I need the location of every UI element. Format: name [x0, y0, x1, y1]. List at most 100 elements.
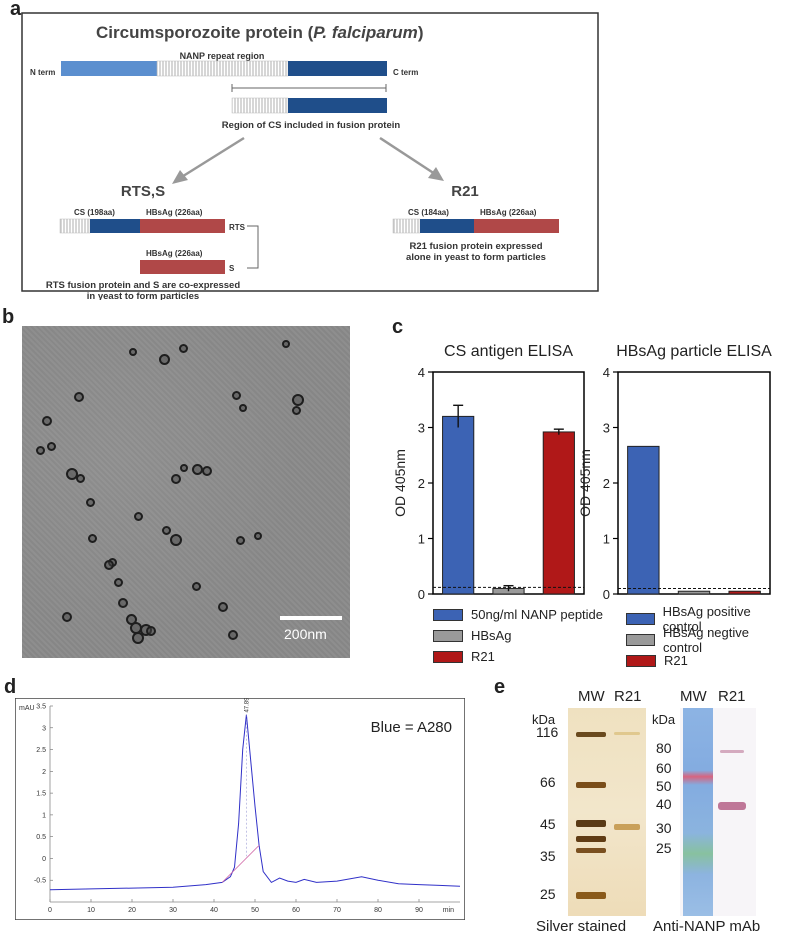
em-particle [292, 394, 304, 406]
em-particle [132, 632, 144, 644]
x-tick-label: 0 [48, 907, 52, 914]
em-particle [88, 534, 97, 543]
silver-gel [568, 708, 646, 916]
silver-r21-band [614, 732, 640, 735]
n-term-label: N term [30, 68, 55, 77]
y-tick-label: 4 [418, 365, 425, 380]
western-marker-25: 25 [656, 840, 672, 856]
r21-caption-1: R21 fusion protein expressed [409, 241, 542, 252]
x-tick-label: 40 [210, 907, 218, 914]
repeat-region-label: NANP repeat region [180, 51, 265, 61]
panel-label-d: d [4, 676, 17, 698]
silver-band [576, 836, 606, 842]
panel-a-frame [21, 12, 599, 292]
legend-item: R21 [433, 646, 603, 667]
peak-label: 47.890 [244, 698, 250, 713]
bar [442, 415, 475, 595]
western-r21-band [720, 750, 744, 753]
em-particle [104, 560, 114, 570]
silver-band [576, 892, 606, 899]
legend-hbsag: HBsAg positive control HBsAg negtive con… [626, 604, 787, 671]
legend-item: HBsAg [433, 625, 603, 646]
em-particle [282, 340, 290, 348]
em-particle [202, 466, 212, 476]
s-tag: S [229, 264, 235, 273]
silver-kda-label: kDa [532, 712, 556, 727]
y-tick-label: 3 [418, 421, 425, 436]
y-tick-label: 1.5 [36, 791, 46, 798]
western-mw-label: MW [680, 688, 707, 705]
silver-marker-116: 116 [536, 724, 559, 740]
y-tick-label: 2 [418, 476, 425, 491]
panel-label-b: b [2, 306, 15, 328]
legend-item: HBsAg negtive control [626, 625, 787, 655]
y-axis-label: OD 405nm [392, 449, 408, 517]
silver-marker-25: 25 [540, 886, 556, 902]
s-hbsag-segment [140, 260, 225, 274]
cs-title: Circumsporozoite protein (P. falciparum) [96, 23, 423, 42]
x-tick-label: 20 [128, 907, 136, 914]
x-tick-label: 10 [87, 907, 95, 914]
x-tick-label: 50 [251, 907, 259, 914]
rts-repeat-segment [59, 218, 91, 234]
silver-caption: Silver stained [536, 918, 627, 935]
panel-label-c: c [392, 316, 404, 338]
x-tick-label: 80 [374, 907, 382, 914]
region-label: Region of CS included in fusion protein [222, 120, 401, 131]
western-caption: Anti-NANP mAb [653, 918, 761, 935]
rts-hbsag-segment [140, 219, 225, 233]
em-particle [292, 406, 301, 415]
legend-item: R21 [626, 650, 787, 671]
silver-r21-label: R21 [614, 688, 642, 705]
y-tick-label: 0 [603, 587, 610, 602]
y-tick-label: 4 [603, 365, 610, 380]
x-tick-label: 60 [292, 907, 300, 914]
y-tick-label: 2 [42, 769, 46, 776]
r21-repeat-segment [392, 218, 421, 234]
cs-nterm-segment [61, 61, 157, 76]
silver-band [576, 732, 606, 737]
silver-marker-35: 35 [540, 848, 556, 864]
western-marker-30: 30 [656, 820, 672, 836]
rts-hbsag-label: HBsAg (226aa) [146, 208, 203, 217]
silver-mw-label: MW [578, 688, 605, 705]
y-tick-label: 3.5 [36, 704, 46, 711]
legend-label: R21 [664, 653, 688, 668]
em-particle [74, 392, 84, 402]
em-particle [62, 612, 72, 622]
em-particle [192, 582, 201, 591]
panel-label-e: e [494, 676, 506, 698]
legend-item: 50ng/ml NANP peptide [433, 604, 603, 625]
y-tick-label: 2 [603, 476, 610, 491]
rts-cs-segment [90, 219, 140, 233]
em-particle [232, 391, 241, 400]
em-particle [171, 474, 181, 484]
y-tick-label: 0.5 [36, 834, 46, 841]
silver-band [576, 782, 606, 788]
panel-a-diagram: Circumsporozoite protein (P. falciparum)… [21, 12, 599, 300]
s-hbsag-label: HBsAg (226aa) [146, 249, 203, 258]
bar [542, 431, 575, 595]
silver-r21-band [614, 824, 640, 830]
y-tick-label: 1 [603, 532, 610, 547]
cs-cterm-segment [288, 61, 387, 76]
rts-title: RTS,S [121, 183, 165, 200]
em-particle [129, 348, 137, 356]
c-term-label: C term [393, 68, 418, 77]
chart-title: HBsAg particle ELISA [616, 343, 772, 360]
region-repeat-segment [231, 97, 289, 114]
legend-cs: 50ng/ml NANP peptide HBsAg R21 [433, 604, 603, 667]
em-particle [42, 416, 52, 426]
western-r21-label: R21 [718, 688, 746, 705]
em-particle [118, 598, 128, 608]
y-axis-label: OD 405nm [580, 449, 593, 517]
chromatogram-annotation: Blue = A280 [371, 719, 452, 736]
western-kda-label: kDa [652, 712, 676, 727]
r21-cs-segment [420, 219, 474, 233]
legend-label: HBsAg negtive control [663, 624, 749, 655]
chromatogram-frame [15, 698, 465, 920]
y-tick-label: 2.5 [36, 747, 46, 754]
y-tick-label: 1 [42, 812, 46, 819]
em-particle [134, 512, 143, 521]
em-particle [86, 498, 95, 507]
